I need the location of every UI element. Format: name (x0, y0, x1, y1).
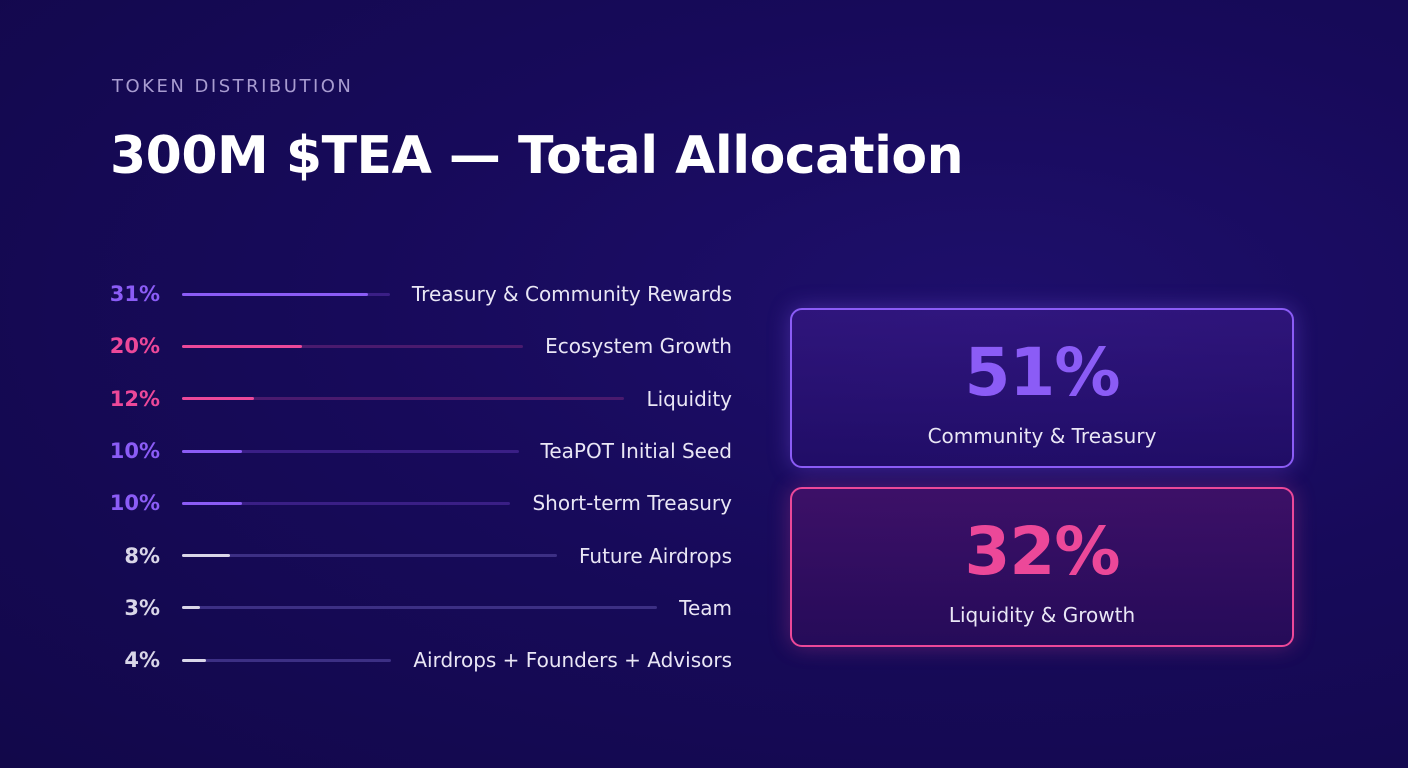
allocation-row: 20% Ecosystem Growth (100, 320, 740, 372)
allocation-label: Treasury & Community Rewards (411, 282, 732, 307)
allocation-label: Future Airdrops (579, 543, 732, 568)
allocation-row: 3% Team (100, 582, 740, 634)
allocation-track (182, 658, 392, 662)
allocation-row: 8% Future Airdrops (100, 529, 740, 581)
summary-card-community: 51% Community & Treasury (790, 308, 1294, 468)
summary-card-liquidity: 32% Liquidity & Growth (790, 487, 1294, 647)
allocation-bar (182, 658, 206, 662)
allocation-percent: 31% (109, 282, 160, 307)
allocation-percent: 10% (109, 439, 160, 464)
allocation-track (182, 554, 557, 558)
allocation-bar (182, 606, 200, 610)
allocation-label: Airdrops + Founders + Advisors (413, 648, 732, 673)
allocation-track (182, 344, 524, 348)
allocation-track (182, 606, 658, 610)
allocation-label: Liquidity (646, 386, 732, 411)
allocation-track (182, 501, 511, 505)
eyebrow-label: TOKEN DISTRIBUTION (112, 76, 354, 97)
allocation-bar (182, 501, 242, 505)
allocation-row: 12% Liquidity (100, 373, 740, 425)
allocation-track (182, 449, 519, 453)
allocation-track (182, 292, 390, 296)
allocation-row: 4% Airdrops + Founders + Advisors (100, 634, 740, 686)
summary-card-label: Community & Treasury (927, 424, 1157, 448)
summary-card-label: Liquidity & Growth (948, 603, 1136, 627)
allocation-label: Team (679, 595, 732, 620)
allocation-bar-chart: 31% Treasury & Community Rewards 20% Ecosys… (100, 268, 740, 686)
summary-card-value: 51% (964, 334, 1121, 411)
allocation-row: 10% Short-term Treasury (100, 477, 740, 529)
allocation-track (182, 397, 625, 401)
allocation-percent: 20% (109, 334, 160, 359)
allocation-label: Ecosystem Growth (545, 334, 732, 359)
allocation-percent: 8% (124, 543, 160, 568)
allocation-row: 10% TeaPOT Initial Seed (100, 425, 740, 477)
allocation-bar (182, 449, 242, 453)
allocation-bar (182, 397, 254, 401)
allocation-bar (182, 554, 230, 558)
allocation-percent: 4% (124, 648, 160, 673)
page-title: 300M $TEA — Total Allocation (110, 126, 964, 186)
allocation-percent: 3% (124, 595, 160, 620)
allocation-label: TeaPOT Initial Seed (540, 439, 732, 464)
allocation-percent: 12% (109, 386, 160, 411)
summary-card-value: 32% (964, 513, 1121, 590)
allocation-bar (182, 344, 302, 348)
allocation-bar (182, 292, 368, 296)
allocation-row: 31% Treasury & Community Rewards (100, 268, 740, 320)
allocation-percent: 10% (109, 491, 160, 516)
allocation-label: Short-term Treasury (532, 491, 732, 516)
